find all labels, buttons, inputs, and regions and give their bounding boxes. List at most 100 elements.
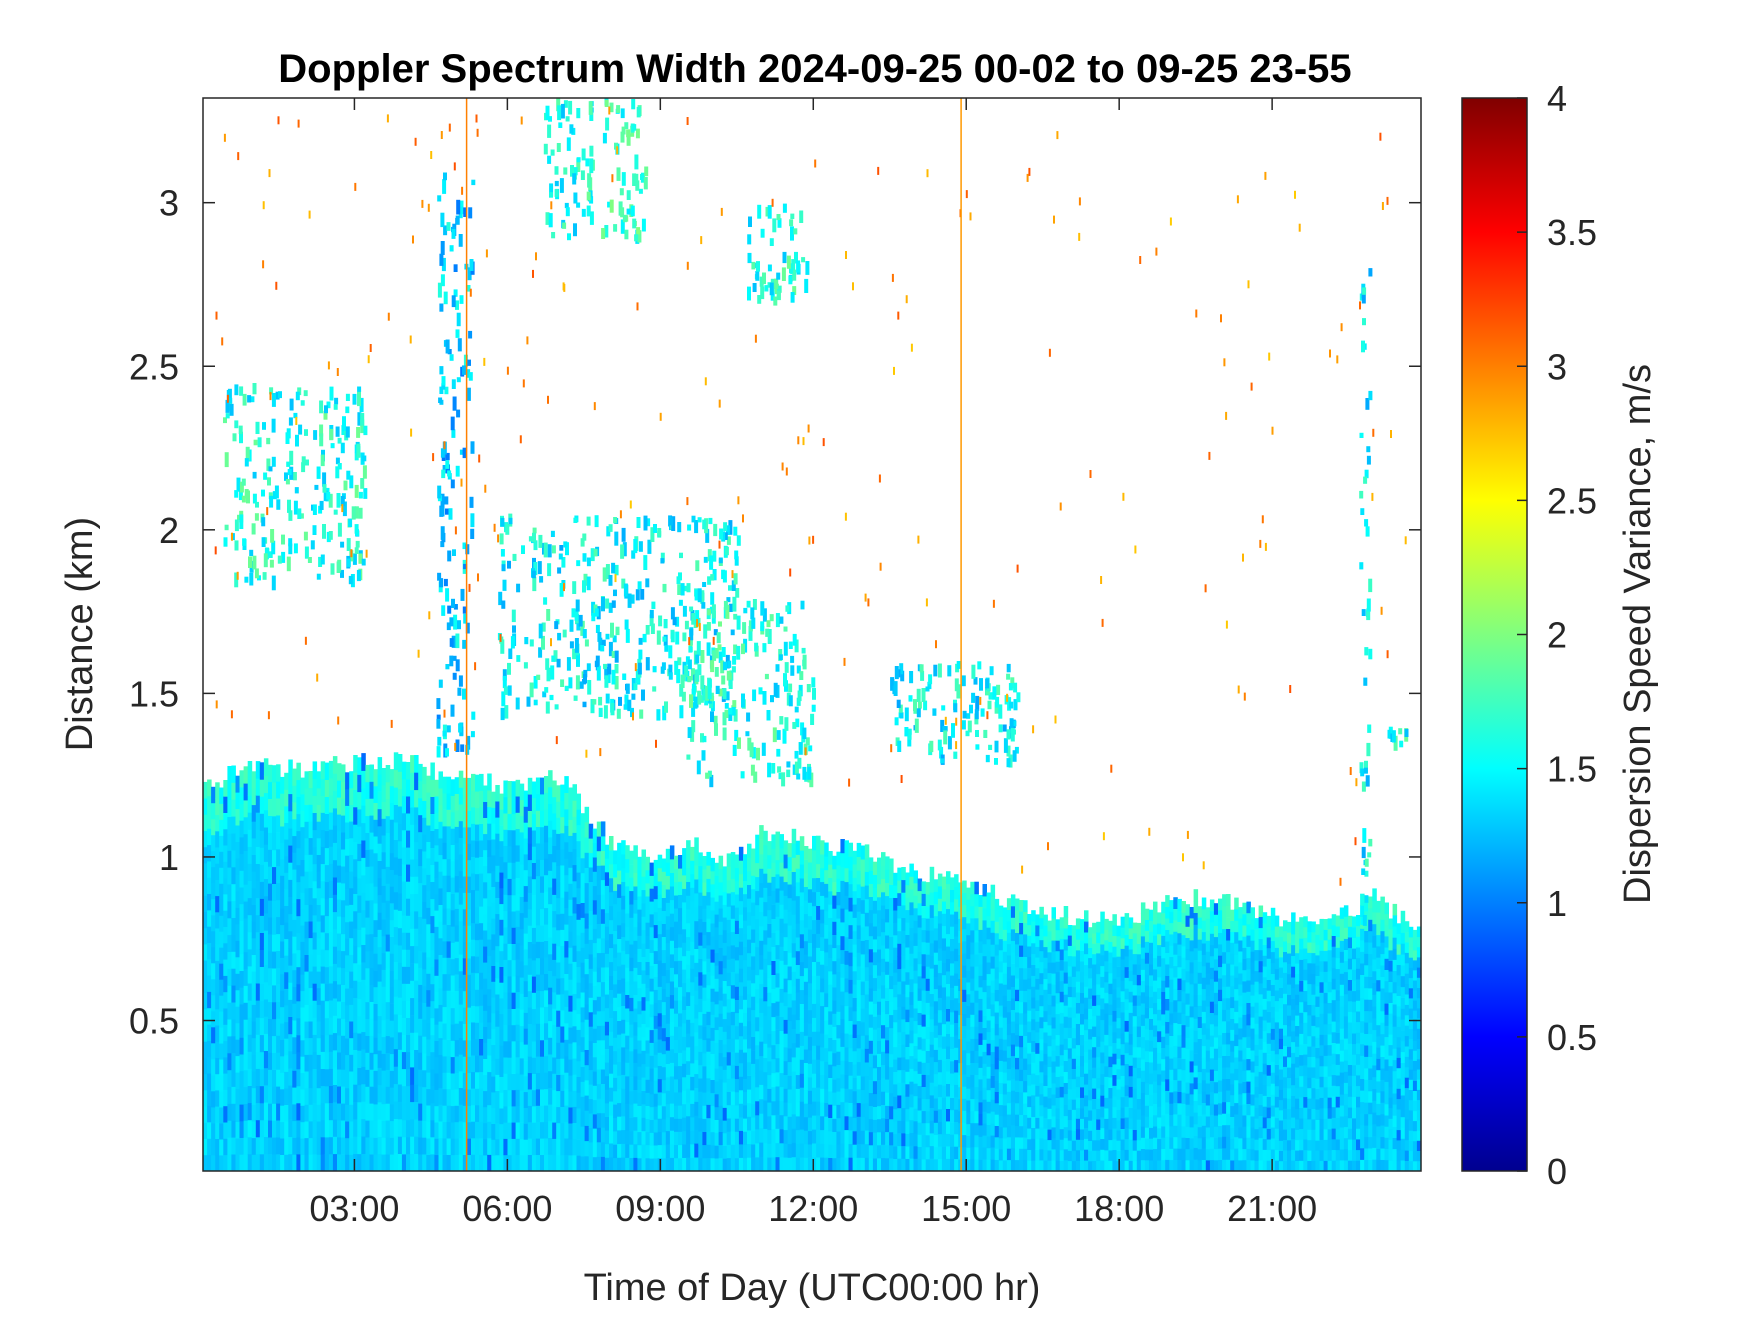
heatmap-cell	[584, 806, 590, 823]
heatmap-cell	[657, 1012, 663, 1027]
heatmap-cell	[1027, 956, 1032, 968]
heatmap-cell	[487, 906, 492, 923]
heatmap-cell	[832, 1118, 837, 1132]
heatmap-cell	[832, 855, 837, 870]
heatmap-cell	[661, 1079, 667, 1094]
heatmap-cell	[576, 966, 581, 983]
heatmap-cell	[925, 1122, 931, 1136]
heatmap-cell	[852, 877, 858, 892]
heatmap-cell	[312, 915, 318, 933]
heatmap-cell	[941, 876, 947, 890]
heatmap-cell	[783, 1060, 789, 1075]
heatmap-cell	[994, 1148, 1000, 1160]
heatmap-cell	[872, 951, 878, 966]
heatmap-cell	[690, 1022, 695, 1037]
heatmap-cell	[881, 958, 886, 973]
heatmap-cell	[584, 1095, 590, 1111]
heatmap-cell	[1035, 989, 1040, 1001]
heatmap-cell	[592, 971, 598, 986]
heatmap-cell	[698, 1051, 703, 1066]
heatmap-cell	[674, 1131, 679, 1146]
heatmap-cell	[592, 842, 598, 858]
heatmap-cell	[718, 1157, 724, 1172]
heatmap-cell	[1019, 1080, 1024, 1093]
heatmap-cell	[604, 885, 610, 900]
heatmap-cell	[665, 1144, 671, 1158]
heatmap-cell	[284, 1054, 289, 1072]
heatmap-cell	[824, 1129, 829, 1144]
heatmap-cell	[1010, 894, 1016, 907]
heatmap-cell	[665, 1023, 671, 1038]
heatmap-cell	[998, 938, 1004, 951]
heatmap-cell	[304, 771, 309, 789]
heatmap-cell	[1027, 935, 1032, 947]
heatmap-cell	[580, 992, 586, 1008]
heatmap-cell	[446, 957, 452, 975]
heatmap-cell	[556, 785, 561, 802]
heatmap-cell	[507, 1008, 512, 1026]
heatmap-cell	[962, 1110, 967, 1123]
heatmap-cell	[515, 942, 521, 960]
heatmap-cell	[775, 845, 780, 861]
heatmap-cell	[629, 997, 634, 1012]
heatmap-cell	[280, 990, 285, 1008]
heatmap-cell	[466, 876, 472, 893]
heatmap-cell	[462, 794, 468, 811]
heatmap-cell	[641, 983, 646, 998]
heatmap-cell	[1010, 940, 1016, 953]
heatmap-cell	[885, 1105, 890, 1119]
heatmap-cell	[1006, 1068, 1012, 1081]
heatmap-cell	[1035, 999, 1040, 1011]
heatmap-cell	[848, 1088, 853, 1103]
heatmap-cell	[617, 1102, 622, 1117]
heatmap-cell	[844, 854, 849, 869]
heatmap-cell	[211, 946, 216, 964]
heatmap-cell	[397, 910, 403, 929]
heatmap-cell	[527, 1056, 533, 1074]
heatmap-cell	[312, 1017, 318, 1035]
heatmap-cell	[507, 1073, 512, 1091]
heatmap-cell	[519, 848, 525, 865]
heatmap-cell	[414, 911, 419, 929]
heatmap-cell	[836, 904, 841, 919]
heatmap-cell	[738, 954, 744, 969]
heatmap-cell	[272, 1001, 277, 1020]
heatmap-cell	[929, 892, 935, 906]
heatmap-cell	[653, 963, 659, 977]
heatmap-cell	[296, 1034, 301, 1053]
heatmap-cell	[462, 859, 468, 877]
heatmap-cell	[933, 1025, 939, 1038]
heatmap-cell	[369, 849, 374, 867]
heatmap-cell	[320, 1017, 326, 1035]
heatmap-cell	[247, 914, 253, 933]
heatmap-cell	[718, 855, 724, 870]
heatmap-cell	[860, 1089, 866, 1104]
heatmap-cell	[755, 1044, 760, 1060]
heatmap-cell	[779, 876, 784, 891]
heatmap-cell	[446, 924, 452, 942]
heatmap-cell	[341, 1052, 346, 1070]
heatmap-cell	[466, 925, 472, 943]
heatmap-cell	[337, 1069, 342, 1087]
heatmap-cell	[207, 1122, 212, 1139]
heatmap-cell	[1006, 909, 1012, 922]
heatmap-cell	[783, 854, 789, 869]
heatmap-cell	[852, 1144, 858, 1158]
heatmap-cell	[466, 794, 472, 811]
heatmap-cell	[397, 893, 403, 911]
heatmap-cell	[783, 978, 789, 993]
heatmap-cell	[430, 864, 435, 882]
heatmap-cell	[946, 1021, 951, 1034]
heatmap-cell	[316, 871, 322, 889]
heatmap-cell	[556, 1154, 561, 1172]
heatmap-cell	[787, 1007, 793, 1022]
heatmap-cell	[357, 1102, 362, 1120]
heatmap-cell	[471, 790, 476, 808]
heatmap-cell	[588, 939, 594, 955]
heatmap-cell	[747, 1102, 752, 1117]
heatmap-cell	[1023, 956, 1028, 969]
heatmap-cell	[686, 1033, 691, 1048]
heatmap-cell	[751, 915, 756, 930]
heatmap-cell	[600, 952, 606, 968]
heatmap-cell	[223, 1040, 228, 1058]
